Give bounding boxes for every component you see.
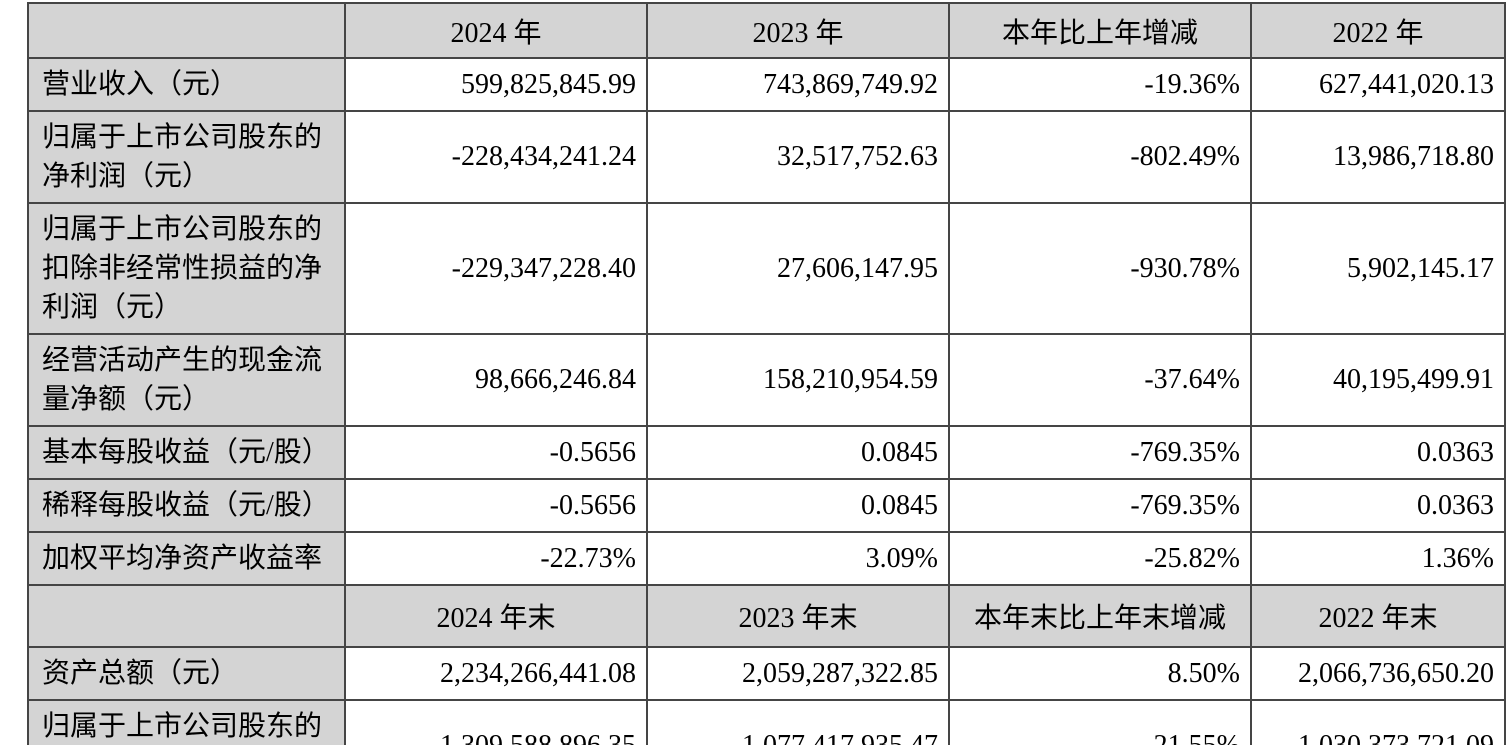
column-header-2022-end: 2022 年末 <box>1250 584 1506 648</box>
cell-value: 599,825,845.99 <box>344 57 648 112</box>
column-header-2023: 2023 年 <box>646 2 950 59</box>
cell-value: 1,077,417,935.47 <box>646 699 950 745</box>
cell-value: 627,441,020.13 <box>1250 57 1506 112</box>
cell-value: -0.5656 <box>344 478 648 533</box>
cell-value: 0.0363 <box>1250 478 1506 533</box>
cell-value: 27,606,147.95 <box>646 202 950 335</box>
table-row-operating-revenue: 营业收入（元） 599,825,845.99 743,869,749.92 -1… <box>27 57 1506 112</box>
row-label: 营业收入（元） <box>27 57 346 112</box>
row-label: 经营活动产生的现金流量净额（元） <box>27 333 346 427</box>
corner-cell <box>27 2 346 59</box>
cell-value: -769.35% <box>948 425 1252 480</box>
cell-value: -19.36% <box>948 57 1252 112</box>
cell-value: 2,066,736,650.20 <box>1250 646 1506 701</box>
table-row-operating-cash-flow: 经营活动产生的现金流量净额（元） 98,666,246.84 158,210,9… <box>27 333 1506 427</box>
cell-value: -769.35% <box>948 478 1252 533</box>
cell-value: 158,210,954.59 <box>646 333 950 427</box>
cell-value: 98,666,246.84 <box>344 333 648 427</box>
cell-value: 3.09% <box>646 531 950 586</box>
row-label: 基本每股收益（元/股） <box>27 425 346 480</box>
cell-value: 13,986,718.80 <box>1250 110 1506 204</box>
header-row-annual: 2024 年 2023 年 本年比上年增减 2022 年 <box>27 2 1506 59</box>
table-row-weighted-avg-roe: 加权平均净资产收益率 -22.73% 3.09% -25.82% 1.36% <box>27 531 1506 586</box>
cell-value: -229,347,228.40 <box>344 202 648 335</box>
cell-value: -37.64% <box>948 333 1252 427</box>
cell-value: 1.36% <box>1250 531 1506 586</box>
column-header-2024-end: 2024 年末 <box>344 584 648 648</box>
row-label: 加权平均净资产收益率 <box>27 531 346 586</box>
cell-value: -930.78% <box>948 202 1252 335</box>
table-row-net-profit: 归属于上市公司股东的净利润（元） -228,434,241.24 32,517,… <box>27 110 1506 204</box>
cell-value: 0.0845 <box>646 478 950 533</box>
cell-value: -228,434,241.24 <box>344 110 648 204</box>
cell-value: 21.55% <box>948 699 1252 745</box>
row-label: 稀释每股收益（元/股） <box>27 478 346 533</box>
row-label: 归属于上市公司股东的净利润（元） <box>27 110 346 204</box>
corner-cell <box>27 584 346 648</box>
column-header-2024: 2024 年 <box>344 2 648 59</box>
cell-value: 5,902,145.17 <box>1250 202 1506 335</box>
table-row-total-assets: 资产总额（元） 2,234,266,441.08 2,059,287,322.8… <box>27 646 1506 701</box>
financial-summary-table: 2024 年 2023 年 本年比上年增减 2022 年 营业收入（元） 599… <box>27 2 1506 745</box>
cell-value: -0.5656 <box>344 425 648 480</box>
cell-value: 2,234,266,441.08 <box>344 646 648 701</box>
cell-value: 743,869,749.92 <box>646 57 950 112</box>
table-row-net-assets: 归属于上市公司股东的净资产（元） 1,309,588,896.35 1,077,… <box>27 699 1506 745</box>
cell-value: -802.49% <box>948 110 1252 204</box>
column-header-yoy-end-change: 本年末比上年末增减 <box>948 584 1252 648</box>
cell-value: 0.0845 <box>646 425 950 480</box>
cell-value: 1,309,588,896.35 <box>344 699 648 745</box>
cell-value: 32,517,752.63 <box>646 110 950 204</box>
cell-value: 1,030,373,721.09 <box>1250 699 1506 745</box>
cell-value: 8.50% <box>948 646 1252 701</box>
cell-value: -25.82% <box>948 531 1252 586</box>
column-header-2022: 2022 年 <box>1250 2 1506 59</box>
table-row-diluted-eps: 稀释每股收益（元/股） -0.5656 0.0845 -769.35% 0.03… <box>27 478 1506 533</box>
cell-value: 0.0363 <box>1250 425 1506 480</box>
column-header-2023-end: 2023 年末 <box>646 584 950 648</box>
header-row-year-end: 2024 年末 2023 年末 本年末比上年末增减 2022 年末 <box>27 584 1506 648</box>
cell-value: -22.73% <box>344 531 648 586</box>
cell-value: 40,195,499.91 <box>1250 333 1506 427</box>
table-row-basic-eps: 基本每股收益（元/股） -0.5656 0.0845 -769.35% 0.03… <box>27 425 1506 480</box>
row-label: 归属于上市公司股东的净资产（元） <box>27 699 346 745</box>
row-label: 资产总额（元） <box>27 646 346 701</box>
cell-value: 2,059,287,322.85 <box>646 646 950 701</box>
row-label: 归属于上市公司股东的扣除非经常性损益的净利润（元） <box>27 202 346 335</box>
column-header-yoy-change: 本年比上年增减 <box>948 2 1252 59</box>
table-row-net-profit-excl-nonrecurring: 归属于上市公司股东的扣除非经常性损益的净利润（元） -229,347,228.4… <box>27 202 1506 335</box>
